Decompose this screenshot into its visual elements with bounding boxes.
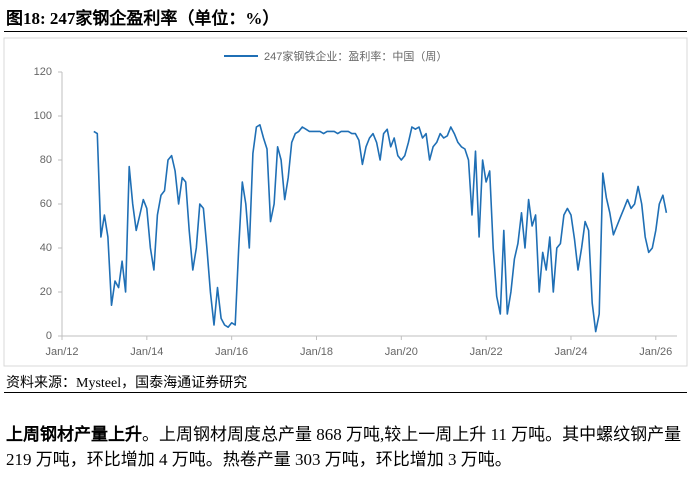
y-tick-label: 120 xyxy=(34,66,52,78)
source: 资料来源：Mysteel，国泰海通证券研究 xyxy=(6,376,248,391)
y-tick-label: 40 xyxy=(40,242,52,254)
x-tick-label: Jan/18 xyxy=(300,346,333,358)
rule xyxy=(4,392,687,393)
x-tick-label: Jan/26 xyxy=(639,346,672,358)
y-tick-label: 80 xyxy=(40,154,52,166)
paragraph: 上周钢材产量上升。上周钢材周度总产量 868 万吨,较上一周上升 11 万吨。其… xyxy=(6,422,688,472)
figure-title: 图18: 247家钢企盈利率（单位：%） xyxy=(6,9,280,28)
legend-label: 247家钢铁企业：盈利率：中国（周） xyxy=(264,49,447,63)
y-tick-label: 60 xyxy=(40,198,52,210)
x-tick-label: Jan/14 xyxy=(130,346,163,358)
data-line xyxy=(93,124,668,333)
x-tick-label: Jan/12 xyxy=(45,346,78,358)
y-tick-label: 0 xyxy=(46,330,52,342)
y-tick-label: 100 xyxy=(34,110,52,122)
chart: 0 20 40 60 80 100 120 Jan/12 Jan/14 Jan/16 Jan/18 J… xyxy=(3,37,688,367)
chart-frame xyxy=(3,37,688,367)
x-tick-label: Jan/24 xyxy=(554,346,587,358)
rule xyxy=(4,31,687,32)
x-tick-label: Jan/16 xyxy=(215,346,248,358)
x-tick-label: Jan/20 xyxy=(385,346,418,358)
lead: 上周钢材产量上升 xyxy=(6,425,142,444)
x-tick-label: Jan/22 xyxy=(470,346,503,358)
body-text: 。上周钢材周度总产量 868 万吨,较上一周上升 11 万吨。其中螺纹钢产量 2… xyxy=(6,425,682,469)
y-tick-label: 20 xyxy=(40,286,52,298)
